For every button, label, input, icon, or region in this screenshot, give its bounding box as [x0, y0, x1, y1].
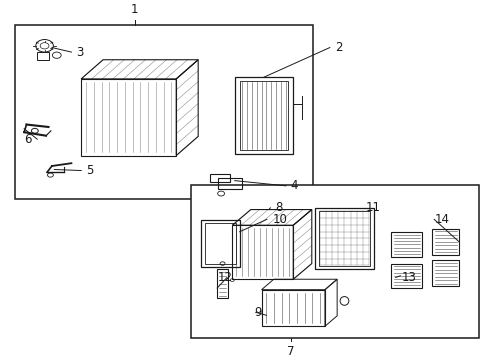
Text: 7: 7	[286, 345, 294, 358]
Text: 4: 4	[290, 179, 298, 192]
Text: 6: 6	[24, 133, 31, 146]
Text: 2: 2	[334, 41, 342, 54]
Text: 3: 3	[76, 46, 83, 59]
Bar	[15, 25, 312, 199]
Bar	[190, 185, 478, 338]
Text: 9: 9	[254, 306, 261, 319]
Text: 5: 5	[86, 164, 93, 177]
Text: 12: 12	[217, 271, 232, 284]
Text: 8: 8	[275, 201, 282, 214]
Text: 11: 11	[365, 201, 380, 214]
Text: 14: 14	[434, 213, 449, 226]
Text: 10: 10	[272, 213, 287, 226]
Text: 1: 1	[131, 3, 138, 16]
Bar	[37, 52, 49, 60]
Text: 13: 13	[401, 271, 416, 284]
